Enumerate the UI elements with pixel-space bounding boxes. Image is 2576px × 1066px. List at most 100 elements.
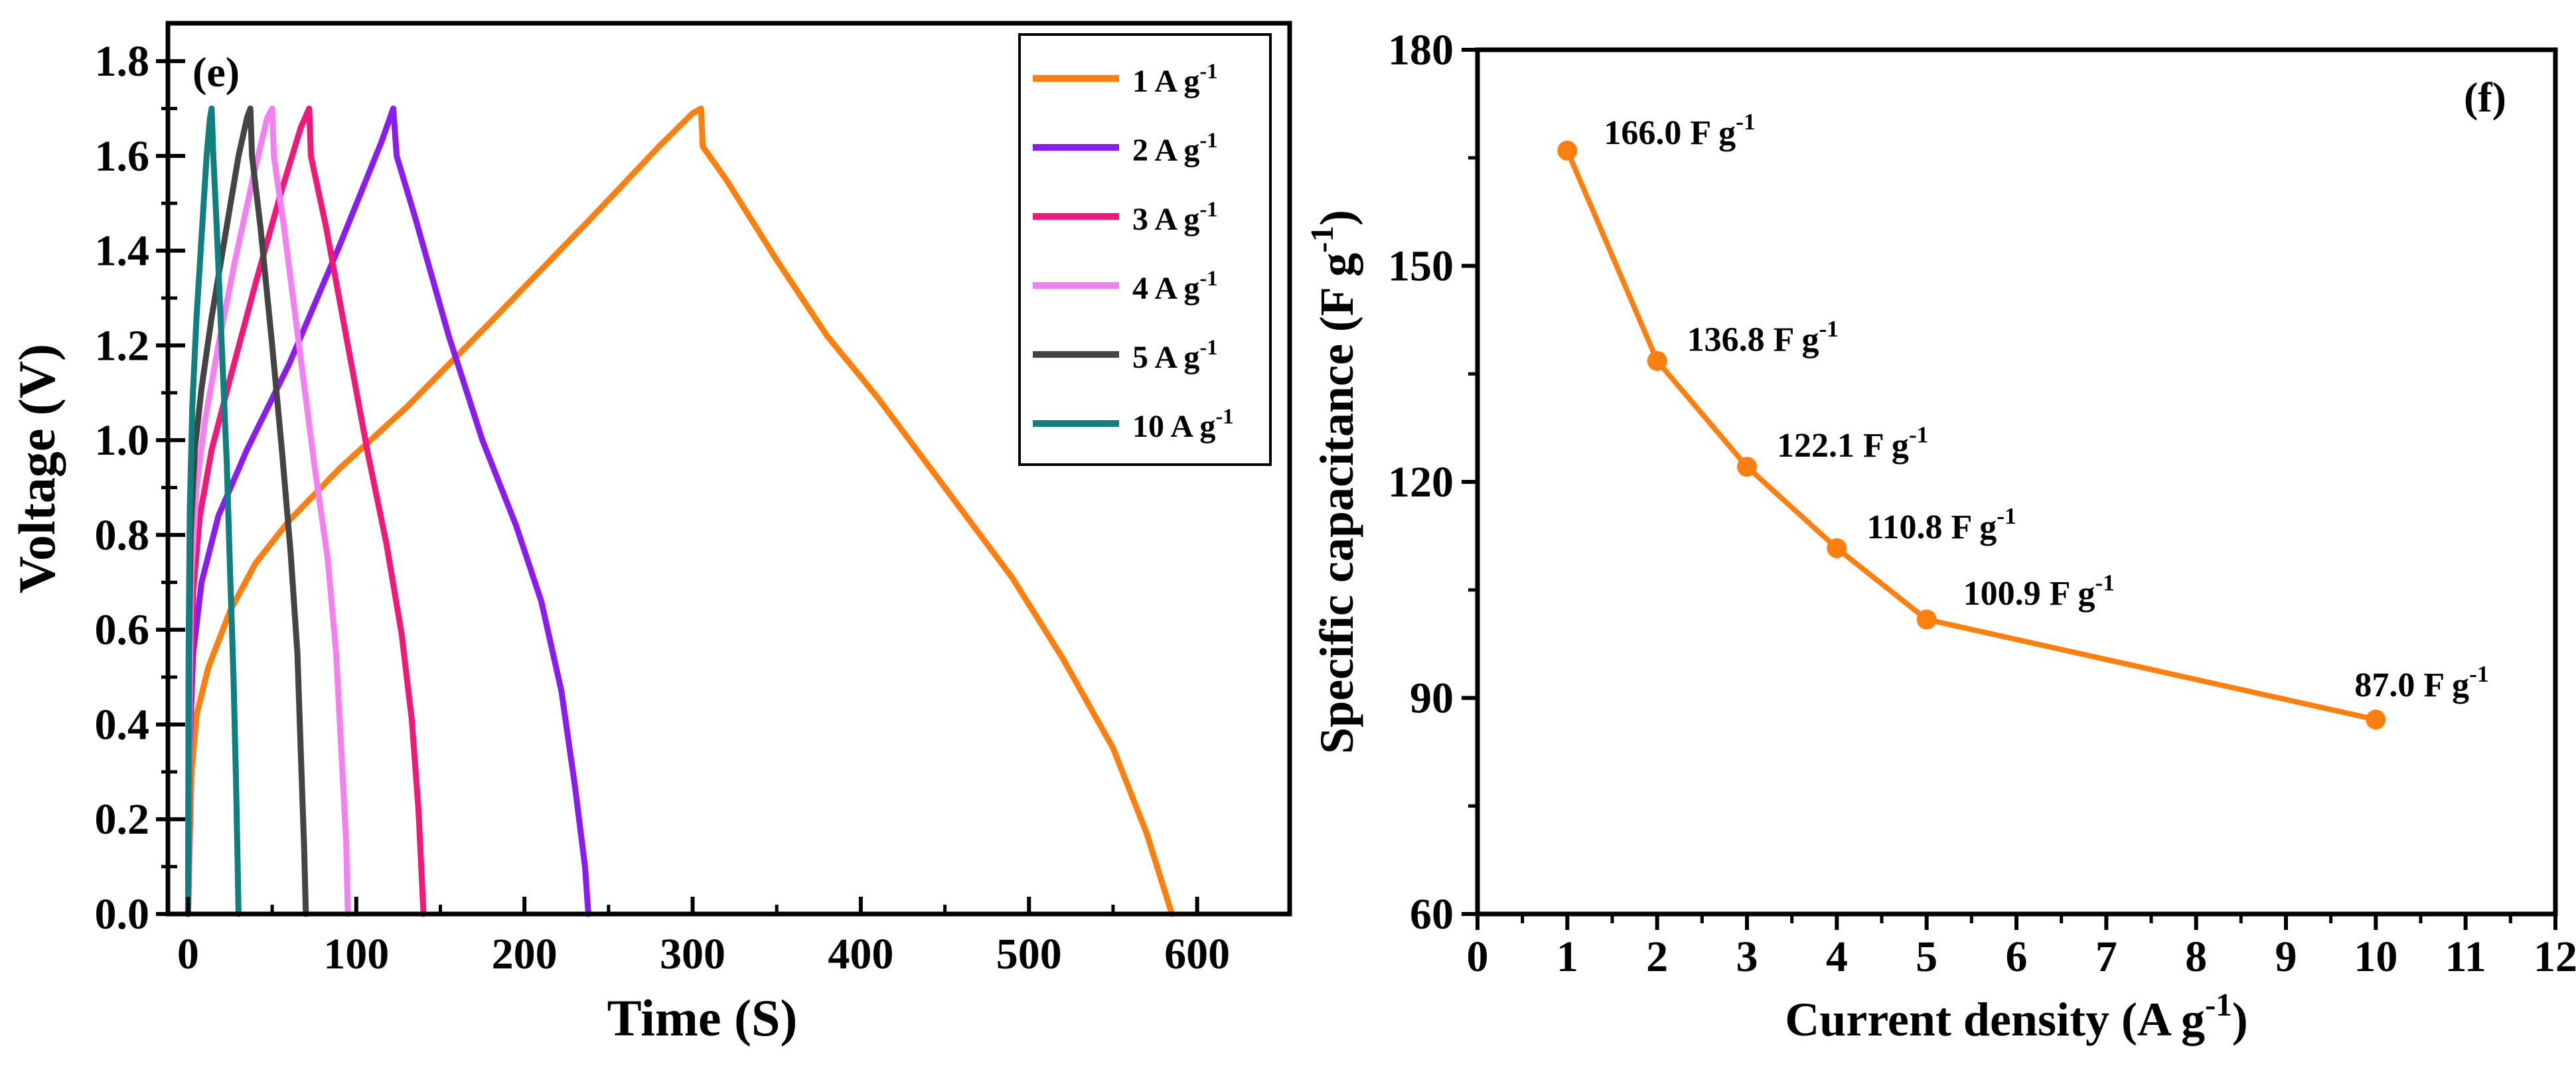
x-tick-label: 0 bbox=[1467, 933, 1489, 981]
legend-box bbox=[1018, 33, 1272, 466]
x-tick-label: 5 bbox=[1916, 933, 1937, 981]
series-line-6 bbox=[185, 106, 242, 917]
y-tick-label: 0.2 bbox=[95, 795, 150, 844]
plot-frame bbox=[165, 21, 1292, 917]
legend-label-6-sup: -1 bbox=[1215, 405, 1233, 429]
data-label-6: 87.0 F g-1 bbox=[2354, 660, 2488, 704]
legend-label-5: 5 A g-1 bbox=[1132, 336, 1218, 375]
data-label-2-main: 136.8 F g bbox=[1687, 321, 1819, 359]
legend-label-2-sup: -1 bbox=[1199, 129, 1217, 153]
x-tick-label: 300 bbox=[660, 930, 725, 978]
data-point-5 bbox=[1916, 609, 1937, 630]
series-line bbox=[1564, 149, 2377, 722]
data-point-3 bbox=[1737, 457, 1757, 477]
data-point-1 bbox=[1557, 140, 1578, 161]
data-label-3: 122.1 F g-1 bbox=[1777, 421, 1928, 465]
data-label-6-main: 87.0 F g bbox=[2354, 666, 2469, 704]
x-tick-label: 400 bbox=[828, 930, 893, 978]
legend-label-4-sup: -1 bbox=[1199, 267, 1217, 291]
legend-label-4: 4 A g-1 bbox=[1132, 267, 1218, 306]
x-tick-label: 100 bbox=[323, 930, 389, 978]
data-label-2: 136.8 F g-1 bbox=[1687, 315, 1839, 359]
data-label-1-main: 166.0 F g bbox=[1604, 114, 1736, 152]
x-tick-label: 500 bbox=[996, 930, 1062, 978]
data-label-4-main: 110.8 F g bbox=[1866, 508, 1997, 546]
series-group bbox=[185, 106, 1175, 917]
series-line-3 bbox=[185, 106, 427, 917]
y-tick-label: 1.4 bbox=[95, 227, 150, 275]
y-tick-label: 1.8 bbox=[95, 37, 150, 86]
data-label-6-sup: -1 bbox=[2469, 660, 2488, 687]
series-line-4 bbox=[185, 106, 351, 917]
x-tick-label: 10 bbox=[2354, 933, 2397, 981]
panel-label: (e) bbox=[192, 48, 240, 96]
data-label-5: 100.9 F g-1 bbox=[1963, 569, 2115, 613]
data-label-4-sup: -1 bbox=[1997, 502, 2016, 529]
legend: 1 A g-12 A g-13 A g-14 A g-15 A g-110 A … bbox=[1018, 33, 1272, 466]
y-axis-label-main: Specific capacitance (F g bbox=[1310, 253, 1363, 754]
x-tick-label: 12 bbox=[2534, 933, 2576, 981]
y-tick-label: 1.2 bbox=[95, 321, 150, 370]
series-line-5 bbox=[185, 106, 309, 917]
legend-label-5-sup: -1 bbox=[1199, 336, 1217, 360]
data-label-5-sup: -1 bbox=[2095, 569, 2115, 595]
legend-label-1-main: 1 A g bbox=[1132, 64, 1199, 99]
y-tick-label: 60 bbox=[1410, 890, 1454, 939]
x-tick-label: 9 bbox=[2275, 933, 2297, 981]
y-tick-label: 0.6 bbox=[95, 606, 150, 654]
legend-label-3: 3 A g-1 bbox=[1132, 198, 1218, 237]
legend-label-3-main: 3 A g bbox=[1132, 202, 1199, 237]
legend-label-2-main: 2 A g bbox=[1132, 133, 1199, 168]
y-tick-label: 1.6 bbox=[95, 132, 150, 181]
x-tick-label: 7 bbox=[2095, 933, 2117, 981]
panel-e: 0 100 200 300 400 500 600 0.0 0.2 0.4 0.6 0.8 1.0 1.2… bbox=[8, 21, 1292, 1047]
y-tick-label: 120 bbox=[1388, 458, 1454, 506]
y-tick-label: 0.4 bbox=[95, 700, 150, 749]
legend-label-3-sup: -1 bbox=[1199, 198, 1217, 222]
y-axis-label: Voltage (V) bbox=[8, 344, 66, 593]
data-point-4 bbox=[1827, 538, 1847, 558]
x-tick-label: 4 bbox=[1826, 933, 1848, 981]
y-axis-label-sup: -1 bbox=[1304, 226, 1340, 253]
data-label-4: 110.8 F g-1 bbox=[1866, 502, 2016, 546]
legend-label-1-sup: -1 bbox=[1199, 60, 1217, 84]
y-tick-label: 1.0 bbox=[95, 416, 150, 465]
x-tick-label: 3 bbox=[1736, 933, 1758, 981]
series-line-2 bbox=[185, 106, 591, 917]
legend-label-6: 10 A g-1 bbox=[1132, 405, 1234, 444]
data-label-3-main: 122.1 F g bbox=[1777, 427, 1909, 465]
y-tick-label: 90 bbox=[1410, 674, 1454, 723]
y-tick-label: 0.0 bbox=[95, 890, 150, 939]
y-tick-label: 180 bbox=[1388, 26, 1454, 74]
y-axis-label-end: ) bbox=[1310, 210, 1363, 226]
legend-label-4-main: 4 A g bbox=[1132, 271, 1199, 306]
x-axis-label-sup: -1 bbox=[2205, 986, 2232, 1023]
x-axis-label-end: ) bbox=[2232, 993, 2248, 1046]
x-axis-label: Current density (A g-1) bbox=[1785, 986, 2247, 1046]
data-label-1: 166.0 F g-1 bbox=[1604, 108, 1755, 152]
data-label-1-sup: -1 bbox=[1736, 108, 1755, 135]
x-tick-label: 0 bbox=[177, 930, 199, 978]
y-tick-label: 0.8 bbox=[95, 511, 150, 560]
x-tick-label: 8 bbox=[2185, 933, 2207, 981]
data-point-2 bbox=[1647, 350, 1667, 371]
legend-label-2: 2 A g-1 bbox=[1132, 129, 1218, 168]
data-label-2-sup: -1 bbox=[1819, 315, 1839, 342]
x-tick-label: 6 bbox=[2006, 933, 2028, 981]
y-axis-label: Specific capacitance (F g-1) bbox=[1304, 210, 1363, 754]
y-tick-label: 150 bbox=[1388, 242, 1454, 291]
data-label-5-main: 100.9 F g bbox=[1963, 575, 2095, 613]
legend-label-1: 1 A g-1 bbox=[1132, 60, 1218, 99]
plot-frame bbox=[1475, 47, 2558, 917]
x-tick-label: 1 bbox=[1556, 933, 1578, 981]
x-axis-label-main: Current density (A g bbox=[1785, 993, 2205, 1046]
data-label-3-sup: -1 bbox=[1909, 421, 1928, 447]
legend-label-6-main: 10 A g bbox=[1132, 409, 1215, 444]
x-axis-label: Time (S) bbox=[607, 989, 798, 1047]
legend-label-5-main: 5 A g bbox=[1132, 340, 1199, 375]
x-tick-label: 2 bbox=[1646, 933, 1668, 981]
panel-label: (f) bbox=[2464, 74, 2506, 121]
